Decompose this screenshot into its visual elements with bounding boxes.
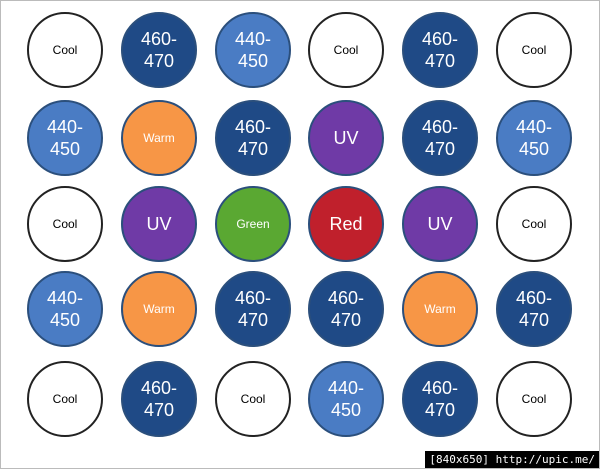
led-circle: 440-450 bbox=[496, 100, 572, 176]
led-label: 440-450 bbox=[46, 117, 84, 159]
led-circle: 460-470 bbox=[121, 12, 197, 88]
led-circle: UV bbox=[121, 186, 197, 262]
led-circle: 460-470 bbox=[215, 100, 291, 176]
led-label: UV bbox=[146, 214, 172, 234]
led-label: Cool bbox=[521, 43, 547, 57]
led-circle: Warm bbox=[121, 100, 197, 176]
led-label: 460-470 bbox=[234, 117, 272, 159]
led-circle: Cool bbox=[27, 12, 103, 88]
led-label: 460-470 bbox=[421, 29, 459, 71]
led-label: 460-470 bbox=[421, 378, 459, 420]
led-label: 440-450 bbox=[46, 288, 84, 330]
led-circle: Cool bbox=[27, 361, 103, 437]
led-circle: 440-450 bbox=[215, 12, 291, 88]
led-label: Cool bbox=[52, 43, 78, 57]
led-circle: 460-470 bbox=[496, 271, 572, 347]
led-label: Warm bbox=[143, 302, 175, 316]
led-circle: 460-470 bbox=[215, 271, 291, 347]
led-label: Red bbox=[329, 214, 363, 234]
led-circle: 440-450 bbox=[27, 271, 103, 347]
led-circle: 440-450 bbox=[308, 361, 384, 437]
led-circle: 440-450 bbox=[27, 100, 103, 176]
led-circle: Warm bbox=[121, 271, 197, 347]
led-circle: 460-470 bbox=[121, 361, 197, 437]
led-circle: Cool bbox=[496, 12, 572, 88]
led-circle: Cool bbox=[215, 361, 291, 437]
led-circle: Red bbox=[308, 186, 384, 262]
led-label: Cool bbox=[521, 217, 547, 231]
led-label: 460-470 bbox=[234, 288, 272, 330]
led-circle: UV bbox=[308, 100, 384, 176]
led-circle: 460-470 bbox=[402, 361, 478, 437]
led-label: 460-470 bbox=[140, 29, 178, 71]
led-circle: 460-470 bbox=[308, 271, 384, 347]
led-label: UV bbox=[427, 214, 453, 234]
led-label: Cool bbox=[333, 43, 359, 57]
led-label: 440-450 bbox=[515, 117, 553, 159]
led-label: Cool bbox=[521, 392, 547, 406]
led-label: 440-450 bbox=[234, 29, 272, 71]
footer: [840x650] http://upic.me/ bbox=[425, 451, 599, 468]
led-label: UV bbox=[333, 128, 359, 148]
led-label: Cool bbox=[240, 392, 266, 406]
led-circle: Cool bbox=[496, 361, 572, 437]
led-circle: UV bbox=[402, 186, 478, 262]
led-circle: Cool bbox=[496, 186, 572, 262]
led-label: Warm bbox=[143, 131, 175, 145]
led-circle: 460-470 bbox=[402, 100, 478, 176]
led-circle: Green bbox=[215, 186, 291, 262]
led-circle: Warm bbox=[402, 271, 478, 347]
led-label: Warm bbox=[424, 302, 456, 316]
led-circle: Cool bbox=[308, 12, 384, 88]
led-label: 460-470 bbox=[421, 117, 459, 159]
led-label: Green bbox=[236, 217, 270, 231]
led-circle: 460-470 bbox=[402, 12, 478, 88]
led-label: Cool bbox=[52, 217, 78, 231]
led-label: 460-470 bbox=[515, 288, 553, 330]
led-label: 460-470 bbox=[140, 378, 178, 420]
led-label: 460-470 bbox=[327, 288, 365, 330]
led-label: 440-450 bbox=[327, 378, 365, 420]
led-label: Cool bbox=[52, 392, 78, 406]
led-circle: Cool bbox=[27, 186, 103, 262]
